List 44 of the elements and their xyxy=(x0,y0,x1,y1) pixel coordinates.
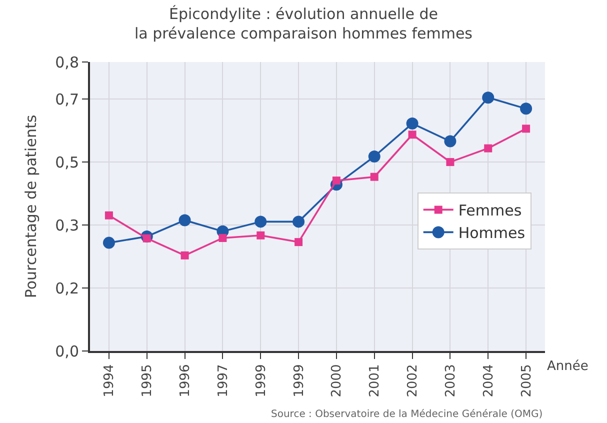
y-tick-label: 0,3 xyxy=(55,216,79,234)
point xyxy=(218,234,227,242)
y-tick-label: 0,7 xyxy=(55,90,79,108)
x-tick-label: 1999 xyxy=(292,364,307,398)
point xyxy=(408,130,416,139)
point xyxy=(294,238,303,246)
x-tick-label: 1999 xyxy=(254,364,269,398)
point xyxy=(102,236,115,249)
point xyxy=(256,231,265,240)
legend-label: Femmes xyxy=(458,202,522,220)
x-tick-label: 1997 xyxy=(216,364,231,398)
x-tick-label: 2003 xyxy=(443,364,458,398)
x-tick-label: 2000 xyxy=(330,364,345,398)
x-axis-title: Année xyxy=(547,359,588,374)
point xyxy=(406,118,418,130)
point xyxy=(446,158,454,166)
x-tick-label: 1994 xyxy=(102,364,118,398)
point xyxy=(368,150,380,162)
point xyxy=(484,144,492,152)
chart-title: Épicondylite : évolution annuelle de la prévalence comparaison hommes femmes xyxy=(134,5,473,43)
legend-label: Hommes xyxy=(458,224,526,242)
y-tick-label: 0,0 xyxy=(55,342,79,360)
x-tick-label: 2002 xyxy=(406,364,421,398)
x-tick-label: 2005 xyxy=(519,364,534,398)
point xyxy=(444,135,456,148)
y-tick-label: 0,5 xyxy=(55,153,79,172)
y-tick-label: 0,2 xyxy=(55,279,79,298)
point xyxy=(370,172,378,181)
point xyxy=(292,216,305,228)
x-tick-label: 2001 xyxy=(368,364,383,398)
x-tick-label: 2004 xyxy=(481,364,496,398)
point xyxy=(522,124,530,133)
point xyxy=(520,102,532,115)
point xyxy=(332,176,340,185)
point xyxy=(254,216,267,228)
point xyxy=(178,214,191,226)
point xyxy=(180,251,189,260)
point xyxy=(104,211,113,220)
x-tick-label: 1996 xyxy=(178,364,194,398)
point xyxy=(482,92,494,104)
y-tick-label: 0,8 xyxy=(55,53,79,72)
y-axis-title: Pourcentage de patients xyxy=(22,114,40,298)
source-note: Source : Observatoire de la Médecine Générale (OMG) xyxy=(271,409,543,420)
x-tick-label: 1995 xyxy=(140,364,156,398)
